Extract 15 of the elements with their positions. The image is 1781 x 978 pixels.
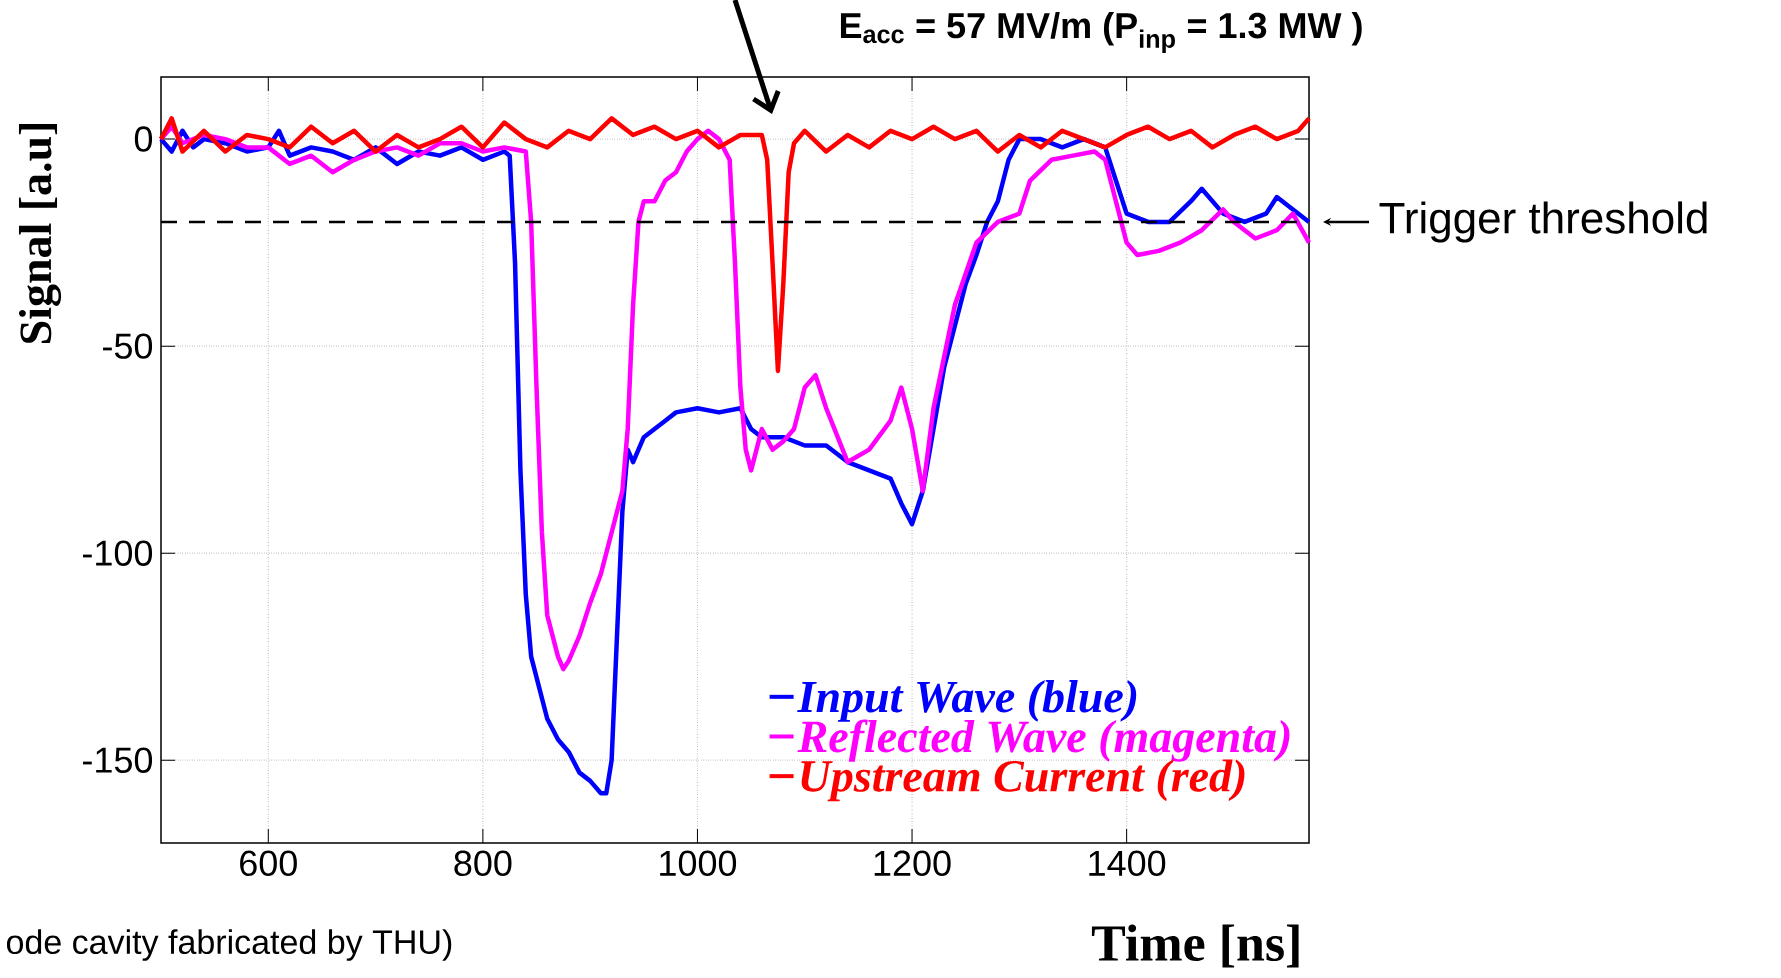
- ref-line-label: Trigger threshold: [1379, 201, 1707, 243]
- y-axis-title: Signal [a.u]: [18, 123, 62, 344]
- y-tick-label: -50: [103, 333, 153, 359]
- x-tick-label: 1000: [660, 850, 737, 877]
- y-tick-label: -100: [83, 540, 153, 566]
- x-tick-label: 600: [240, 850, 297, 877]
- text: ode cavity fabricated by THU): [6, 929, 452, 961]
- x-tick-label: 800: [454, 850, 512, 877]
- y-tick-label: 0: [134, 126, 153, 152]
- line-series: [158, 124, 1312, 672]
- text: E$_{acc}$ = 57 MV/m (P$_{inp}$ = 1.3 MW ): [840, 11, 1362, 53]
- y-tick-label: -150: [83, 747, 153, 773]
- x-tick-label: 1400: [1089, 850, 1166, 877]
- x-tick-label: 1200: [874, 850, 951, 877]
- x-axis-title: Time [ns]: [1091, 924, 1299, 968]
